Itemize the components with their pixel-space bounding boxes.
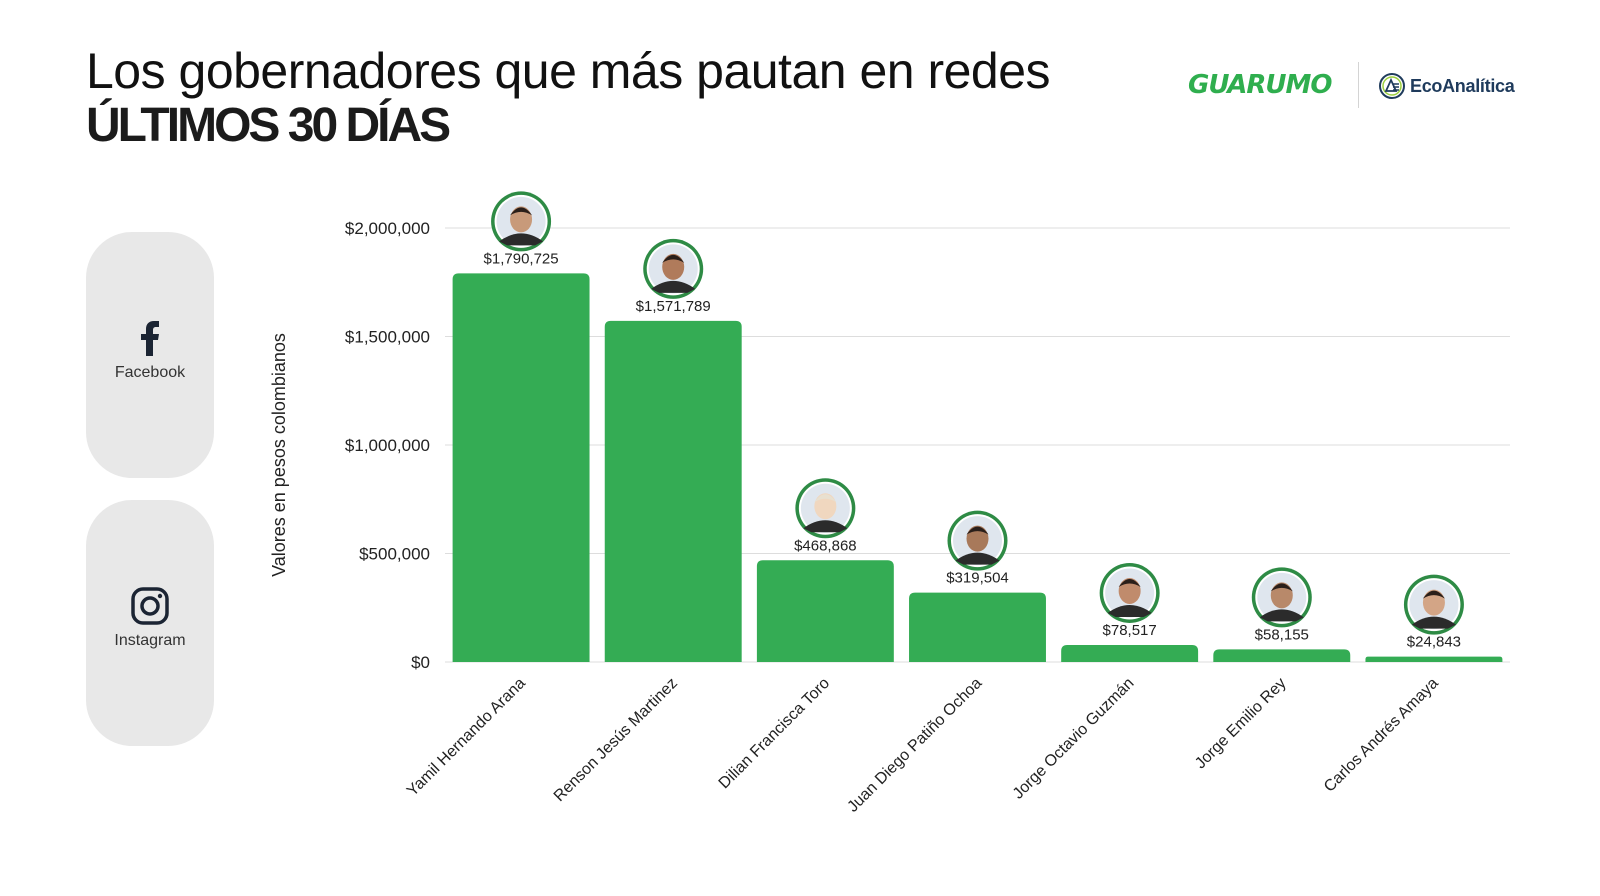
instagram-label: Instagram — [114, 632, 186, 649]
x-tick-label: Renson Jesús Martinez — [551, 675, 681, 805]
bar — [452, 273, 590, 662]
data-label: $78,517 — [1103, 622, 1157, 639]
facebook-label: Facebook — [114, 364, 186, 381]
x-tick-label: Carlos Andrés Amaya — [1321, 675, 1442, 796]
y-tick-label: $2,000,000 — [345, 219, 430, 238]
avatar-photo-icon — [643, 238, 704, 299]
facebook-icon — [141, 321, 159, 356]
page-title: Los gobernadores que más pautan en redes — [86, 43, 1051, 99]
data-label: $24,843 — [1407, 634, 1461, 651]
bar — [604, 320, 742, 662]
x-tick-label: Dilian Francisca Toro — [716, 675, 834, 793]
bar — [1365, 656, 1503, 662]
data-label: $319,504 — [946, 570, 1009, 587]
avatar-photo-icon — [1099, 562, 1160, 623]
logos: GUARUMO EcoAnalítica — [1188, 62, 1518, 110]
y-axis-label: Valores en pesos colombianos — [269, 333, 289, 577]
y-tick-label: $0 — [411, 653, 430, 672]
x-tick-label: Jorge Emilio Rey — [1192, 675, 1290, 773]
ecoanalitica-logo: EcoAnalítica — [1378, 70, 1515, 102]
data-label: $468,868 — [794, 537, 857, 554]
y-tick-label: $500,000 — [359, 545, 430, 564]
avatar-photo-icon — [1403, 574, 1464, 635]
x-tick-label: Jorge Octavio Guzmán — [1010, 675, 1138, 803]
y-tick-label: $1,000,000 — [345, 436, 430, 455]
ecoanalitica-logo-text: EcoAnalítica — [1410, 75, 1515, 96]
data-label: $58,155 — [1255, 626, 1309, 643]
page-subtitle: ÚLTIMOS 30 DÍAS — [86, 99, 451, 152]
x-tick-label: Yamil Hernando Arana — [404, 675, 529, 800]
guarumo-logo: GUARUMO — [1188, 70, 1333, 100]
bar — [756, 560, 894, 662]
data-label: $1,790,725 — [484, 250, 559, 267]
logo-divider — [1358, 62, 1359, 108]
avatar-photo-icon — [795, 478, 856, 539]
bar — [909, 592, 1046, 662]
ecoanalitica-logo-icon — [1379, 73, 1405, 99]
x-tick-label: Juan Diego Patiño Ochoa — [844, 675, 985, 816]
bar — [1213, 649, 1351, 662]
data-label: $1,571,789 — [636, 298, 711, 315]
avatar-photo-icon — [491, 191, 552, 252]
instagram-panel: Instagram — [86, 500, 214, 746]
bar — [1061, 644, 1199, 662]
avatar-photo-icon — [1251, 567, 1312, 628]
instagram-icon — [131, 587, 169, 625]
facebook-panel: Facebook — [86, 232, 214, 478]
avatar-photo-icon — [947, 510, 1008, 571]
y-tick-label: $1,500,000 — [345, 328, 430, 347]
